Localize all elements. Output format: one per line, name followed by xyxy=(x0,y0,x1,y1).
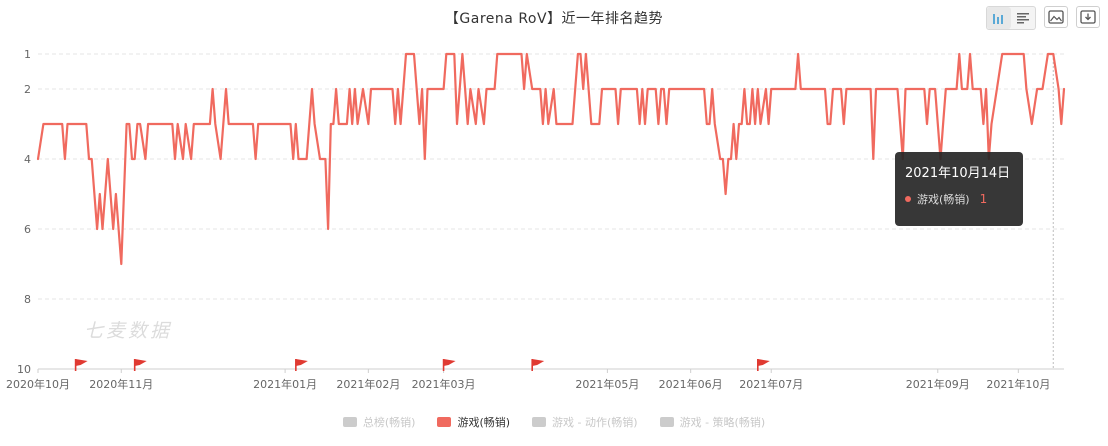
event-flag-5[interactable] xyxy=(757,359,770,371)
x-tick-label: 2021年10月 xyxy=(986,377,1050,391)
legend-swatch-3 xyxy=(659,417,674,427)
watermark: 七麦数据 xyxy=(84,320,173,342)
tooltip-value: 1 xyxy=(979,192,988,206)
legend-item-3[interactable]: 游戏 - 策略(畅销) xyxy=(659,414,766,430)
list-glyph xyxy=(1017,13,1029,24)
tooltip-series-dot xyxy=(905,196,911,202)
legend-item-0[interactable]: 总榜(畅销) xyxy=(342,414,416,430)
event-flag-2[interactable] xyxy=(295,359,308,371)
legend-item-1[interactable]: 游戏(畅销) xyxy=(437,414,510,430)
bar-chart-icon[interactable] xyxy=(987,7,1011,29)
legend-swatch-2 xyxy=(532,417,547,427)
y-tick-label: 10 xyxy=(17,363,31,376)
event-flags xyxy=(74,359,770,371)
x-tick-label: 2020年11月 xyxy=(89,377,153,391)
legend-label-1: 游戏(畅销) xyxy=(457,416,511,429)
download-icon[interactable] xyxy=(1076,6,1100,28)
x-axis-ticks: 2020年10月 2020年11月 2021年01月 2021年02月 2021年03月… xyxy=(6,369,1050,391)
x-tick-label: 2021年05月 xyxy=(575,377,639,391)
event-flag-4[interactable] xyxy=(531,359,545,371)
event-flag-3[interactable] xyxy=(442,359,456,371)
y-tick-label: 1 xyxy=(24,48,31,61)
legend-label-3: 游戏 - 策略(畅销) xyxy=(679,416,766,429)
tooltip-date: 2021年10月14日 xyxy=(905,166,1011,181)
legend-item-2[interactable]: 游戏 - 动作(畅销) xyxy=(532,414,638,430)
tooltip-row: 游戏(畅销) 1 xyxy=(905,191,1013,207)
view-toggle xyxy=(986,6,1036,30)
legend-swatch-1 xyxy=(437,417,452,427)
x-tick-label: 2021年09月 xyxy=(906,377,970,391)
x-tick-label: 2021年01月 xyxy=(253,377,317,391)
y-axis-ticks: 1 2 4 6 8 10 xyxy=(17,48,31,376)
x-tick-label: 2021年07月 xyxy=(739,377,803,391)
chart-title: 【Garena RoV】近一年排名趋势 xyxy=(444,11,664,27)
legend-label-0: 总榜(畅销) xyxy=(362,416,416,429)
y-tick-label: 2 xyxy=(24,83,31,96)
image-icon[interactable] xyxy=(1044,6,1068,28)
chart-legend: 总榜(畅销) 游戏(畅销) 游戏 - 动作(畅销) 游戏 - 策略(畅销) xyxy=(0,414,1108,430)
x-tick-label: 2021年02月 xyxy=(336,377,400,391)
legend-label-2: 游戏 - 动作(畅销) xyxy=(552,416,638,429)
event-flag-0[interactable] xyxy=(74,359,88,371)
x-tick-label: 2021年03月 xyxy=(412,377,476,391)
x-tick-label: 2021年06月 xyxy=(659,377,723,391)
tooltip-series-name: 游戏(畅销) xyxy=(917,193,970,206)
chart-toolbar xyxy=(986,6,1100,30)
y-tick-label: 4 xyxy=(24,153,31,166)
y-tick-label: 8 xyxy=(24,293,31,306)
hover-tooltip: 2021年10月14日 游戏(畅销) 1 xyxy=(895,152,1023,226)
bar-chart-glyph xyxy=(993,14,1003,24)
list-icon[interactable] xyxy=(1011,7,1035,29)
image-glyph xyxy=(1048,10,1064,24)
event-flag-1[interactable] xyxy=(133,359,147,371)
x-tick-label: 2020年10月 xyxy=(6,377,70,391)
download-glyph xyxy=(1080,10,1096,24)
legend-swatch-0 xyxy=(342,417,357,427)
y-tick-label: 6 xyxy=(24,223,31,236)
